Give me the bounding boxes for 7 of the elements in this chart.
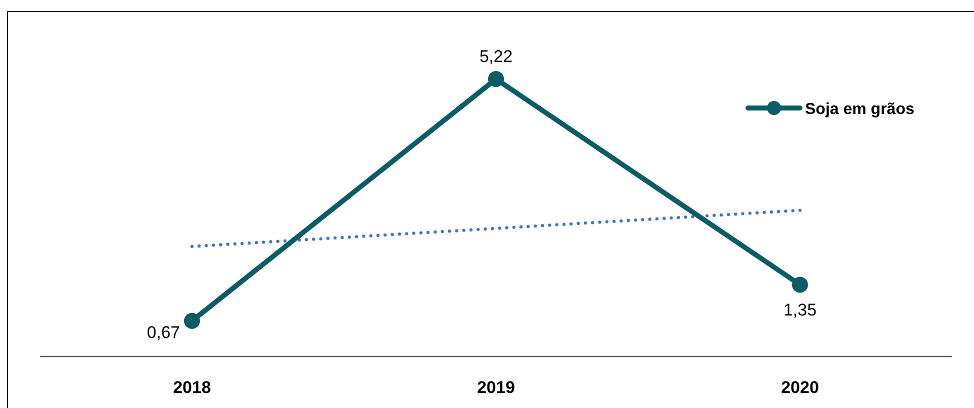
x-tick-label: 2020 <box>781 378 819 397</box>
data-label: 1,35 <box>783 300 817 320</box>
x-tick-label: 2019 <box>477 378 515 397</box>
data-label: 5,22 <box>479 47 513 66</box>
data-label: 0,67 <box>146 322 180 342</box>
x-tick-label: 2018 <box>173 378 211 397</box>
legend-label: Soja em grãos <box>805 101 914 118</box>
